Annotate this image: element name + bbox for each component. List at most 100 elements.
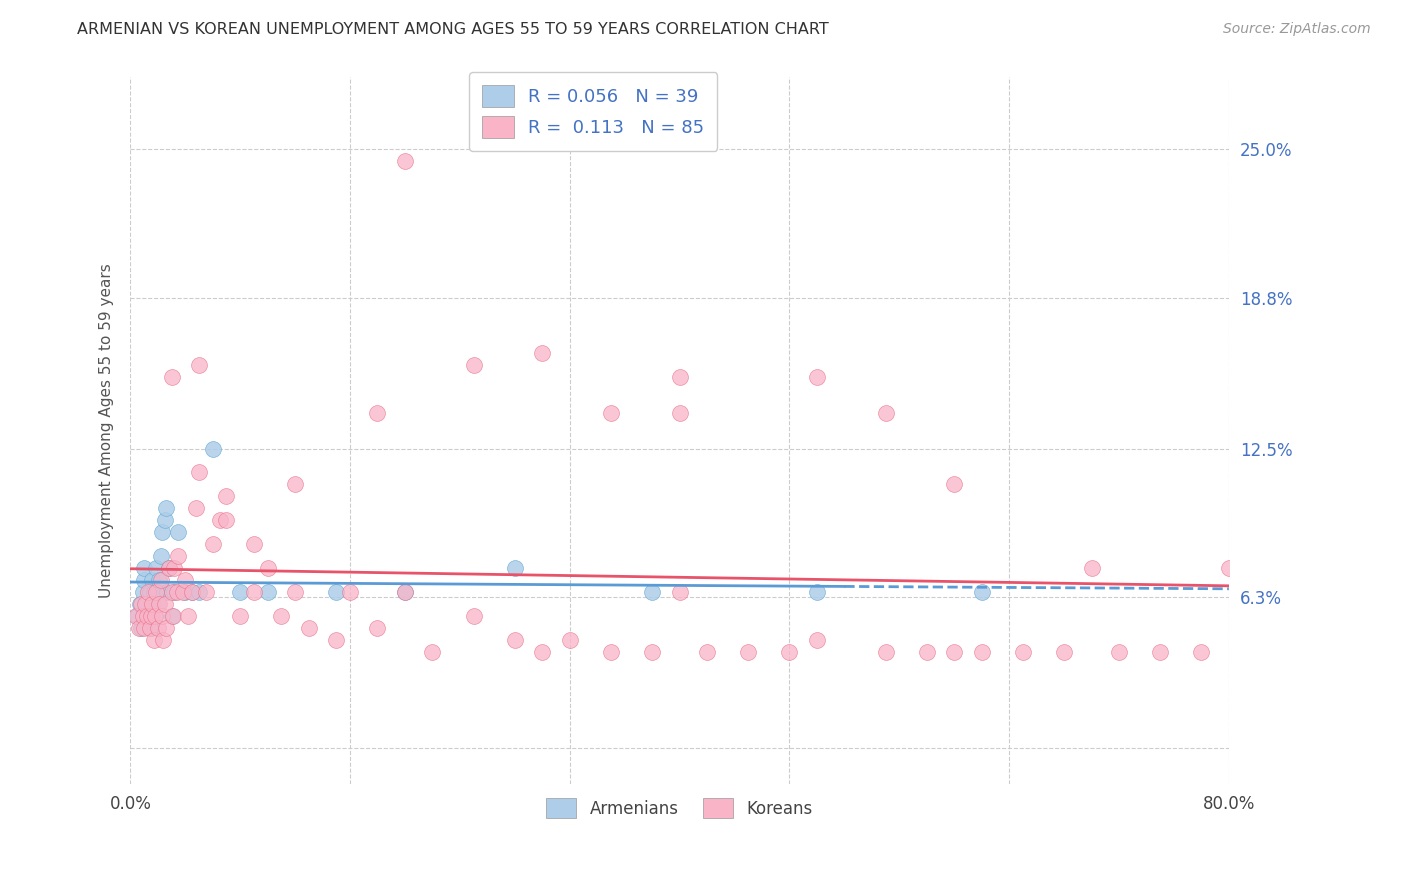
- Point: [188, 585, 211, 599]
- Point: [778, 645, 800, 659]
- Point: [166, 585, 188, 599]
- Point: [143, 609, 166, 624]
- Point: [135, 609, 157, 624]
- Point: [600, 645, 623, 659]
- Point: [132, 561, 155, 575]
- Point: [1149, 645, 1171, 659]
- Point: [138, 621, 160, 635]
- Point: [600, 406, 623, 420]
- Point: [125, 609, 148, 624]
- Point: [503, 633, 526, 648]
- Point: [142, 633, 165, 648]
- Point: [641, 585, 664, 599]
- Point: [201, 537, 224, 551]
- Point: [134, 597, 156, 611]
- Point: [142, 585, 165, 599]
- Point: [145, 585, 167, 599]
- Point: [696, 645, 718, 659]
- Point: [668, 585, 690, 599]
- Point: [284, 477, 307, 491]
- Point: [138, 585, 160, 599]
- Point: [160, 369, 183, 384]
- Point: [875, 406, 897, 420]
- Point: [915, 645, 938, 659]
- Point: [668, 369, 690, 384]
- Point: [186, 501, 208, 516]
- Point: [128, 621, 150, 635]
- Point: [463, 609, 485, 624]
- Point: [160, 609, 183, 624]
- Point: [149, 549, 172, 564]
- Point: [641, 645, 664, 659]
- Point: [155, 621, 177, 635]
- Point: [131, 609, 153, 624]
- Point: [208, 513, 231, 527]
- Point: [875, 645, 897, 659]
- Point: [806, 369, 828, 384]
- Point: [167, 549, 190, 564]
- Point: [181, 585, 204, 599]
- Point: [394, 154, 416, 169]
- Point: [1012, 645, 1035, 659]
- Point: [174, 585, 197, 599]
- Point: [162, 609, 184, 624]
- Point: [806, 585, 828, 599]
- Point: [139, 609, 162, 624]
- Point: [172, 585, 194, 599]
- Point: [394, 585, 416, 599]
- Point: [143, 609, 166, 624]
- Point: [163, 561, 186, 575]
- Point: [131, 585, 153, 599]
- Point: [194, 585, 217, 599]
- Point: [157, 561, 180, 575]
- Point: [503, 561, 526, 575]
- Point: [132, 573, 155, 587]
- Point: [1053, 645, 1076, 659]
- Point: [188, 466, 211, 480]
- Point: [167, 525, 190, 540]
- Point: [943, 477, 966, 491]
- Point: [1080, 561, 1102, 575]
- Point: [155, 501, 177, 516]
- Point: [150, 525, 173, 540]
- Point: [152, 633, 174, 648]
- Point: [943, 645, 966, 659]
- Point: [129, 597, 152, 611]
- Point: [148, 573, 170, 587]
- Point: [1108, 645, 1130, 659]
- Point: [284, 585, 307, 599]
- Point: [181, 585, 204, 599]
- Point: [1189, 645, 1212, 659]
- Point: [149, 573, 172, 587]
- Point: [148, 597, 170, 611]
- Point: [177, 609, 200, 624]
- Point: [806, 633, 828, 648]
- Point: [1218, 561, 1240, 575]
- Point: [229, 585, 252, 599]
- Point: [146, 597, 169, 611]
- Point: [256, 585, 278, 599]
- Point: [150, 609, 173, 624]
- Point: [139, 597, 162, 611]
- Point: [256, 561, 278, 575]
- Point: [339, 585, 361, 599]
- Point: [131, 621, 153, 635]
- Point: [153, 597, 176, 611]
- Point: [163, 585, 186, 599]
- Point: [422, 645, 444, 659]
- Point: [135, 597, 157, 611]
- Point: [394, 585, 416, 599]
- Point: [127, 609, 149, 624]
- Point: [174, 573, 197, 587]
- Point: [156, 585, 179, 599]
- Point: [270, 609, 292, 624]
- Point: [325, 585, 347, 599]
- Point: [215, 513, 238, 527]
- Point: [970, 585, 993, 599]
- Point: [737, 645, 759, 659]
- Point: [970, 645, 993, 659]
- Point: [132, 621, 155, 635]
- Y-axis label: Unemployment Among Ages 55 to 59 years: Unemployment Among Ages 55 to 59 years: [100, 263, 114, 598]
- Point: [366, 621, 388, 635]
- Point: [131, 597, 153, 611]
